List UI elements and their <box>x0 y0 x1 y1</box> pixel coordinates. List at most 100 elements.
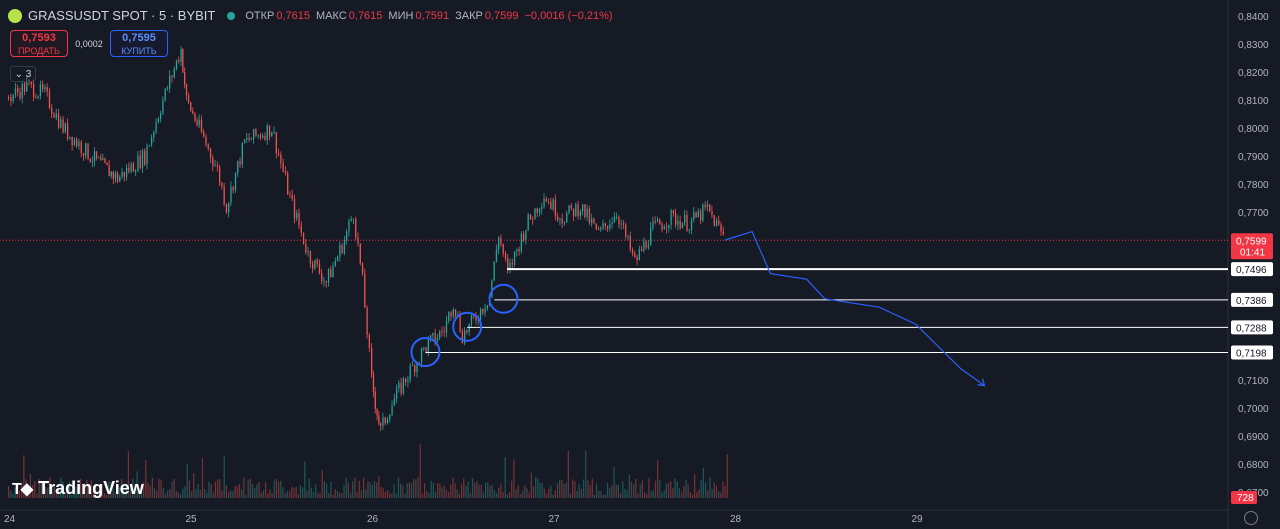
candle-body <box>316 259 318 264</box>
candle-body <box>91 161 94 163</box>
candle-body <box>69 136 71 139</box>
volume-bar <box>506 494 508 498</box>
volume-bar <box>517 485 519 498</box>
volume-bar <box>212 492 214 498</box>
volume-bar <box>51 486 53 498</box>
candle-body <box>693 211 695 220</box>
volume-bar <box>243 477 245 498</box>
candle-body <box>334 261 336 266</box>
candle-body <box>228 202 230 213</box>
spread-value: 0,0002 <box>75 38 103 49</box>
candle-body <box>364 273 366 308</box>
volume-bar <box>441 487 443 498</box>
candle-body <box>491 280 493 297</box>
volume-bar <box>23 455 25 498</box>
volume-bar <box>169 489 171 498</box>
candle-body <box>93 151 96 162</box>
volume-bar <box>580 488 583 498</box>
candle-body <box>248 137 250 140</box>
volume-bar <box>60 477 62 498</box>
volume-bar <box>84 483 86 498</box>
tradingview-icon: T◆ <box>12 480 33 498</box>
volume-bar <box>158 478 160 498</box>
volume-bar <box>180 494 182 498</box>
buy-button[interactable]: 0,7595 КУПИТЬ <box>110 30 168 57</box>
volume-bar <box>657 460 659 498</box>
x-tick-label: 25 <box>186 514 198 525</box>
sell-button[interactable]: 0,7593 ПРОДАТЬ <box>10 30 68 57</box>
highlight-circle[interactable] <box>410 337 441 367</box>
candle-body <box>216 165 219 167</box>
volume-bar <box>12 493 14 498</box>
candle-body <box>282 163 284 172</box>
candle-body <box>104 158 106 163</box>
candle-body <box>192 110 194 114</box>
symbol-header: GRASSUSDT SPOT · 5 · BYBIT ОТКР 0,7615 М… <box>8 8 619 23</box>
symbol-title[interactable]: GRASSUSDT SPOT · 5 · BYBIT <box>28 8 216 23</box>
candle-body <box>300 225 302 233</box>
candle-body <box>321 273 323 282</box>
candle-body <box>64 123 67 133</box>
gear-icon[interactable] <box>1244 511 1258 525</box>
candle-body <box>73 139 76 146</box>
candle-body <box>166 88 169 90</box>
volume-bar <box>204 488 206 498</box>
candle-body <box>171 75 173 78</box>
candle-body <box>139 155 141 168</box>
volume-bar <box>31 485 34 498</box>
candle-body <box>53 113 55 118</box>
volume-bar <box>454 483 456 498</box>
candle-body <box>713 215 715 227</box>
candle-body <box>255 129 257 136</box>
candle-body <box>557 216 559 220</box>
volume-bar <box>230 490 232 498</box>
volume-bar <box>306 490 308 498</box>
volume-bar <box>291 486 293 498</box>
highlight-circle[interactable] <box>452 311 483 342</box>
volume-bar <box>151 477 153 498</box>
candle-body <box>187 95 190 103</box>
volume-bar <box>606 482 609 498</box>
candle-body <box>46 87 48 92</box>
volume-bar <box>127 451 129 498</box>
y-tick-label: 0,6800 <box>1238 460 1269 471</box>
candle-body <box>121 171 123 177</box>
highlight-circle[interactable] <box>488 283 519 314</box>
candle-body <box>690 219 693 230</box>
candle-body <box>44 87 46 90</box>
volume-bar <box>73 487 75 498</box>
volume-bar <box>504 457 506 498</box>
volume-bar <box>565 482 567 498</box>
candle-body <box>720 224 722 232</box>
candle-body <box>584 204 586 217</box>
volume-bar <box>354 477 356 498</box>
volume-bar <box>328 493 330 498</box>
candle-body <box>125 167 128 177</box>
candle-body <box>606 225 609 229</box>
volume-bar <box>232 491 234 498</box>
candle-body <box>395 388 398 400</box>
volume-bar <box>339 492 341 498</box>
volume-bar <box>463 478 465 498</box>
volume-bar <box>282 487 284 498</box>
candle-body <box>461 331 464 344</box>
indicators-toggle[interactable]: ⌄ 3 <box>10 66 36 82</box>
candle-body <box>684 214 686 223</box>
arrow-head-icon <box>977 378 986 387</box>
volume-bar <box>489 485 491 498</box>
candle-body <box>35 97 37 99</box>
volume-bar <box>365 489 367 498</box>
volume-bar <box>426 491 428 498</box>
candle-body <box>148 145 150 147</box>
candle-body <box>389 415 391 420</box>
projection-path[interactable] <box>724 230 985 387</box>
volume-bar <box>47 487 49 498</box>
volume-bar <box>164 493 167 498</box>
volume-bar <box>195 489 197 498</box>
candle-body <box>155 122 157 132</box>
candle-body <box>110 171 112 177</box>
volume-bar <box>66 491 69 498</box>
candle-body <box>477 320 479 322</box>
volume-bar <box>585 450 587 498</box>
